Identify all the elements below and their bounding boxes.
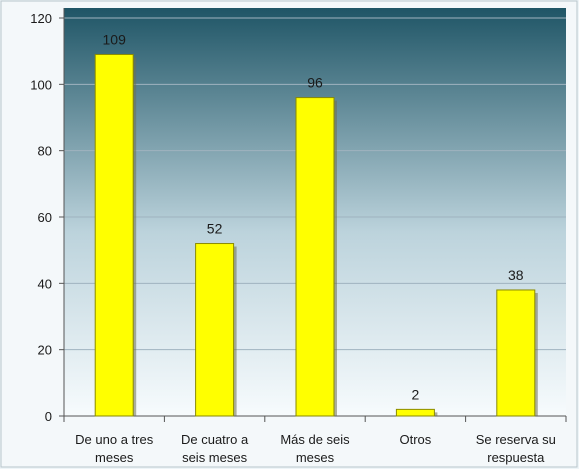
bar [497, 290, 535, 416]
data-label: 2 [412, 386, 420, 402]
bar [95, 54, 133, 416]
y-tick-label: 60 [38, 210, 52, 225]
data-label: 96 [307, 75, 323, 91]
y-tick-label: 20 [38, 343, 52, 358]
y-tick-label: 0 [45, 409, 52, 424]
x-tick-label: Se reserva su [476, 432, 556, 447]
x-tick-label: meses [296, 450, 335, 465]
bar [196, 244, 234, 416]
data-label: 109 [103, 31, 127, 47]
x-tick-label: seis meses [182, 450, 248, 465]
x-tick-label: De cuatro a [181, 432, 249, 447]
x-tick-label: De uno a tres [75, 432, 154, 447]
y-tick-label: 40 [38, 276, 52, 291]
bar [396, 409, 434, 416]
bar [296, 98, 334, 416]
data-label: 38 [508, 267, 524, 283]
y-tick-label: 100 [30, 77, 52, 92]
x-tick-label: respuesta [487, 450, 545, 465]
y-tick-label: 80 [38, 144, 52, 159]
y-tick-label: 120 [30, 11, 52, 26]
x-tick-label: Más de seis [280, 432, 350, 447]
x-tick-label: Otros [400, 432, 432, 447]
x-tick-label: meses [95, 450, 134, 465]
data-label: 52 [207, 221, 223, 237]
